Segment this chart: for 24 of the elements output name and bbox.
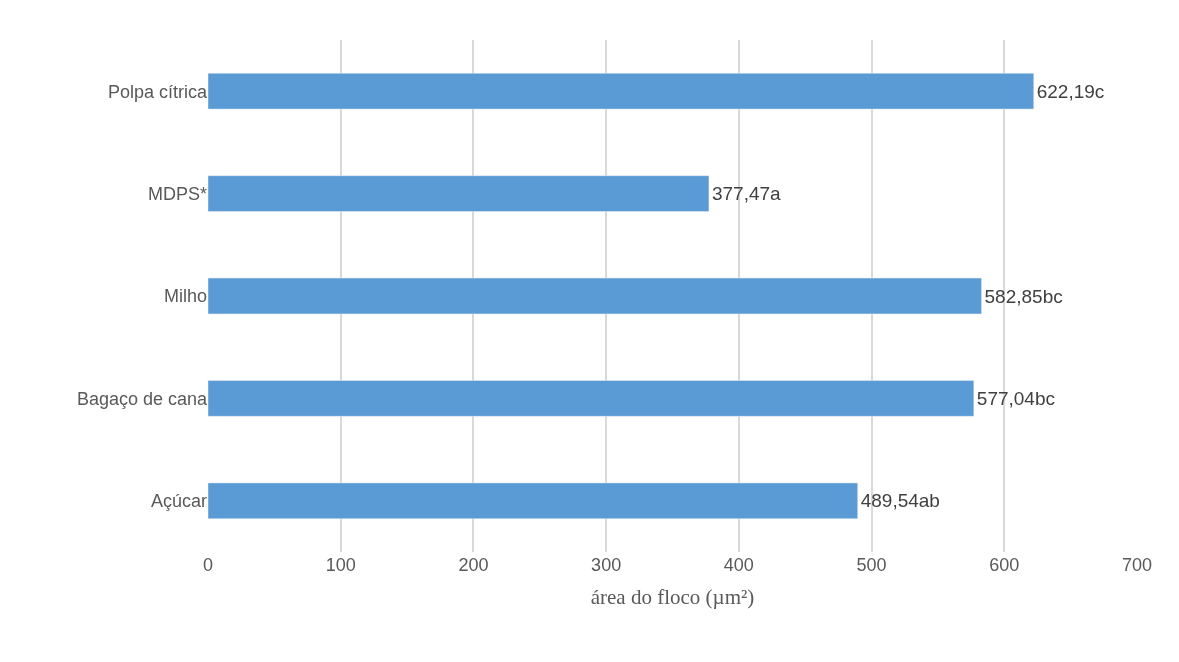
- bar: [208, 73, 1034, 110]
- data-label: 377,47a: [711, 183, 782, 205]
- x-tick-label: 200: [458, 555, 489, 575]
- x-tick-label: 100: [325, 555, 356, 575]
- x-tick-label: 700: [1121, 555, 1153, 575]
- bar: [208, 175, 710, 212]
- data-label: 622,19c: [1036, 80, 1105, 102]
- x-tick-label: 400: [723, 555, 754, 575]
- x-axis-title: área do floco (µm²): [590, 585, 755, 610]
- x-tick-label: 600: [989, 555, 1020, 575]
- y-tick-label: Polpa cítrica: [107, 81, 208, 102]
- bar: [208, 482, 858, 519]
- data-label: 577,04bc: [976, 387, 1055, 409]
- bar: [208, 277, 982, 315]
- data-label: 489,54ab: [860, 490, 940, 512]
- x-tick-label: 0: [202, 555, 214, 575]
- y-tick-label: Açúcar: [150, 491, 207, 512]
- y-tick-label: Bagaço de cana: [76, 388, 208, 409]
- x-tick-label: 300: [591, 555, 622, 575]
- bar: [208, 380, 975, 417]
- data-label: 582,85bc: [984, 285, 1063, 307]
- x-tick-label: 500: [856, 555, 887, 575]
- y-tick-label: Milho: [163, 286, 207, 307]
- y-tick-label: MDPS*: [147, 183, 207, 204]
